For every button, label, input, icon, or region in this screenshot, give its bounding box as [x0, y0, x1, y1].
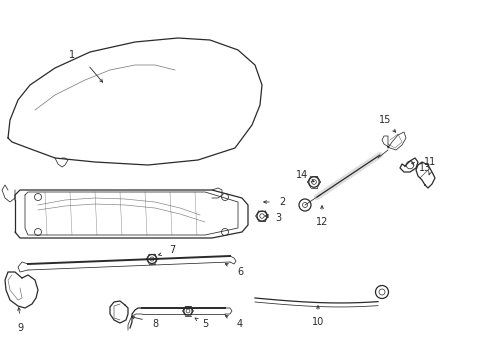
Text: 5: 5	[202, 319, 208, 329]
Text: 14: 14	[295, 170, 307, 180]
Text: 4: 4	[237, 319, 243, 329]
Text: 3: 3	[274, 213, 281, 223]
Text: 11: 11	[423, 157, 435, 167]
Text: 8: 8	[152, 319, 158, 329]
Text: 15: 15	[378, 115, 390, 125]
Text: 7: 7	[168, 245, 175, 255]
Text: 13: 13	[418, 163, 430, 173]
Text: 9: 9	[17, 323, 23, 333]
Text: 2: 2	[278, 197, 285, 207]
Text: 1: 1	[69, 50, 75, 60]
Text: 6: 6	[237, 267, 243, 277]
Text: 12: 12	[315, 217, 327, 227]
Text: 10: 10	[311, 317, 324, 327]
